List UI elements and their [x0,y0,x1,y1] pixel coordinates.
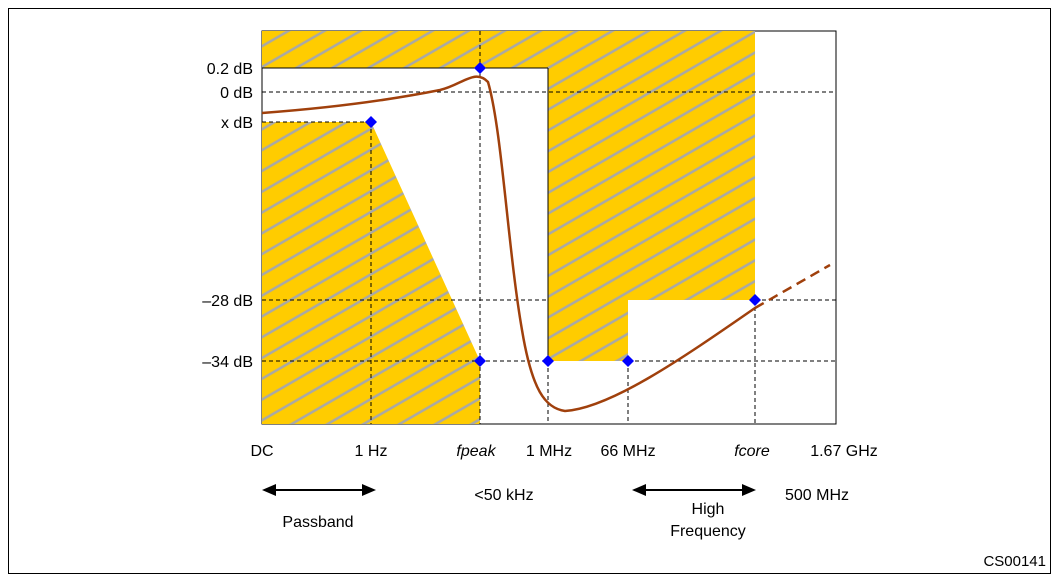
guide-lines [262,31,836,424]
passband-label: Passband [282,514,353,531]
y-label-34db: –34 dB [202,354,253,371]
annotations: Passband <50 kHz High Frequency 500 MHz [282,487,849,540]
x-label-1mhz: 1 MHz [526,443,572,460]
passband-arrow-left-head [262,484,276,496]
mask-markers [365,62,761,367]
y-label-xdb: x dB [221,115,253,132]
y-label-28db: –28 dB [202,293,253,310]
high-frequency-arrow-left-head [632,484,646,496]
high-frequency-arrow-right-head [742,484,756,496]
x-label-dc: DC [250,443,273,460]
y-axis-labels: 0.2 dB 0 dB x dB –28 dB –34 dB [202,61,253,371]
upper-mask-region [262,31,755,361]
x-label-fcore: fcore [734,443,770,460]
500mhz-label: 500 MHz [785,487,849,504]
x-label-fpeak: fpeak [456,443,496,460]
marker-66mhz-34db [622,355,634,367]
y-label-0db: 0 dB [220,85,253,102]
high-frequency-label-line1: High [692,501,725,518]
marker-fpeak-34db [474,355,486,367]
lt-50khz-label: <50 kHz [474,487,533,504]
marker-fpeak-0-2db [474,62,486,74]
x-axis-labels: DC 1 Hz fpeak 1 MHz 66 MHz fcore 1.67 GH… [250,443,877,460]
y-label-0-2db: 0.2 dB [207,61,253,78]
high-frequency-label-line2: Frequency [670,523,746,540]
x-label-1-67ghz: 1.67 GHz [810,443,878,460]
figure-id: CS00141 [983,553,1046,570]
marker-fcore-28db [749,294,761,306]
marker-1hz-xdb [365,116,377,128]
response-curve [261,75,756,413]
response-curve-extrapolated [754,263,831,310]
passband-arrow-right-head [362,484,376,496]
mask-boundary [262,67,549,361]
x-label-1hz: 1 Hz [355,443,388,460]
marker-1mhz-34db [542,355,554,367]
x-label-66mhz: 66 MHz [600,443,655,460]
range-arrows [262,484,756,496]
